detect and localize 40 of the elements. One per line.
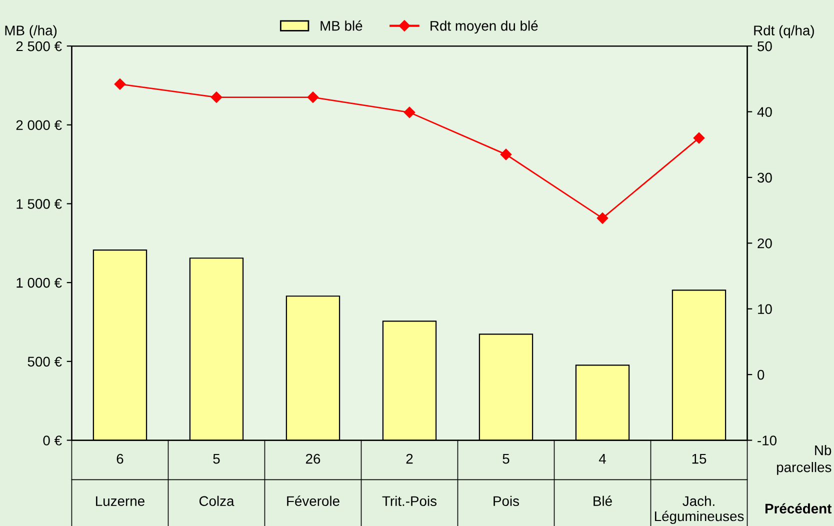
y2-tick-label: 40 — [757, 107, 772, 117]
y-tick-label: 0 € — [43, 436, 62, 446]
text: Nb parcelles — [777, 445, 832, 475]
point — [210, 92, 222, 103]
legend-label: Rdt moyen du blé — [430, 20, 538, 34]
y2-tick-label: 10 — [758, 304, 772, 314]
text: 4 — [598, 454, 606, 464]
point — [404, 106, 416, 118]
text: 15 — [692, 454, 706, 464]
text: 5 — [213, 454, 220, 464]
y-tick-label: 1 000 € — [16, 278, 62, 288]
text: 6 — [116, 454, 124, 464]
x-tick-label: Blé — [594, 496, 612, 506]
text: 2 — [406, 454, 413, 464]
y-tick-label: 2 500 € — [16, 41, 62, 52]
x-tick-label: Luzerne — [96, 496, 144, 506]
y2-tick-label: 0 — [758, 370, 764, 380]
x-tick-label: Trit.-Pois — [382, 496, 437, 506]
point — [307, 92, 319, 103]
y2-tick-label: 30 — [758, 172, 772, 183]
x-tick-label: Pois — [494, 496, 520, 506]
x-axis-title: Précédent — [765, 503, 832, 514]
point — [693, 132, 705, 144]
text: 5 — [502, 454, 510, 464]
x-tick-label: Colza — [199, 496, 234, 506]
x-tick-label: Féverole — [287, 496, 340, 506]
x-tick-label: Jach. Légumineuses — [654, 496, 744, 524]
point — [596, 212, 608, 224]
point — [114, 78, 126, 90]
y-tick-label: 2 000 € — [16, 120, 62, 130]
y2-tick-label: 50 — [758, 41, 772, 52]
y2-tick-label: -10 — [758, 436, 777, 446]
y2-axis-title: Rdt (q/ha) — [754, 25, 814, 38]
legend-label: MB blé — [320, 20, 362, 31]
y-tick-label: 1 500 € — [16, 199, 62, 209]
point — [500, 148, 512, 160]
y-tick-label: 500 € — [28, 356, 62, 367]
text: 26 — [306, 454, 320, 464]
y2-tick-label: 20 — [758, 238, 772, 248]
y-axis-title: MB (/ha) — [5, 25, 57, 38]
